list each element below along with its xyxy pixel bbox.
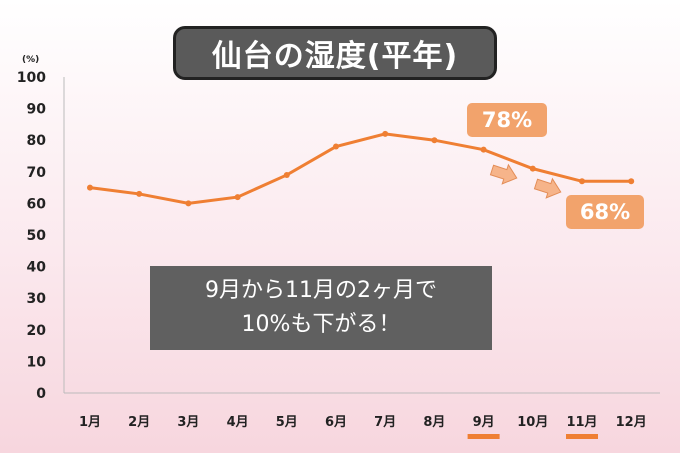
data-point (185, 200, 192, 207)
humidity-points (87, 130, 635, 207)
annotation-line-1: 9月から11月の2ヶ月で (205, 278, 437, 303)
x-tick-label: 1月 (79, 415, 101, 430)
x-tick-label: 5月 (276, 415, 298, 430)
y-axis-unit: (%) (22, 55, 39, 65)
y-tick-label: 80 (27, 133, 47, 149)
data-point (431, 137, 438, 144)
data-point (529, 165, 536, 172)
y-tick-label: 10 (27, 354, 47, 370)
x-tick-label: 10月 (517, 415, 548, 430)
y-axis-ticks: 0 10 20 30 40 50 60 70 80 90 100 (17, 70, 46, 402)
y-tick-label: 60 (27, 196, 47, 212)
x-axis-ticks: 1月 2月 3月 4月 5月 6月 7月 8月 9月 10月 11月 12月 (79, 415, 647, 430)
x-tick-label: 2月 (128, 415, 150, 430)
data-point (579, 178, 585, 185)
data-point (628, 178, 635, 185)
data-point (480, 146, 487, 153)
data-point (333, 143, 339, 150)
chart-title: 仙台の湿度(平年) (173, 26, 497, 80)
y-tick-label: 100 (17, 70, 46, 86)
y-tick-label: 70 (27, 165, 47, 181)
x-tick-label: 11月 (566, 415, 597, 430)
data-point (136, 190, 143, 197)
x-tick-label: 3月 (177, 415, 199, 430)
y-tick-label: 20 (27, 323, 47, 339)
y-tick-label: 0 (36, 386, 46, 402)
x-tick-label: 12月 (616, 415, 647, 430)
humidity-series-line (89, 132, 632, 205)
annotation-box: 9月から11月の2ヶ月で 10%も下がる！ (150, 266, 492, 350)
x-tick-label: 6月 (325, 415, 347, 430)
highlight-underline (566, 434, 598, 439)
x-tick-label: 4月 (227, 415, 249, 430)
y-tick-label: 40 (27, 260, 47, 276)
y-tick-label: 30 (27, 291, 47, 307)
september-value-callout: 78% (467, 103, 547, 137)
y-tick-label: 90 (27, 102, 47, 118)
y-tick-label: 50 (27, 228, 47, 244)
highlight-underline (467, 434, 500, 439)
x-tick-label: 7月 (374, 415, 396, 430)
annotation-line-2: 10%も下がる！ (241, 312, 401, 337)
down-arrow-icon (533, 177, 562, 199)
data-point (382, 130, 389, 137)
x-tick-label: 9月 (473, 415, 495, 430)
down-arrow-icon (489, 163, 518, 185)
data-point (283, 171, 290, 178)
november-value-callout: 68% (566, 195, 644, 229)
x-tick-label: 8月 (423, 415, 445, 430)
data-point (234, 194, 241, 201)
data-point (87, 184, 93, 191)
x-highlight-marks (467, 434, 598, 439)
